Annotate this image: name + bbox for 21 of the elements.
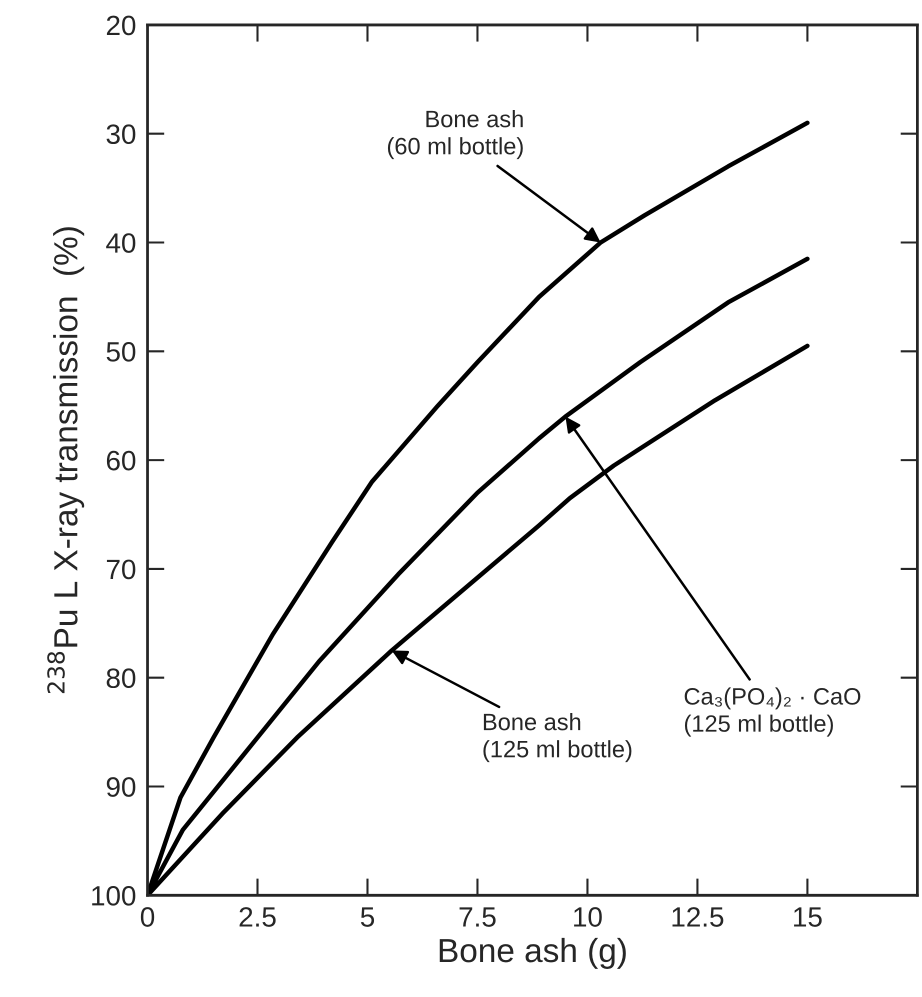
x-tick-label: 0	[140, 907, 154, 927]
y-tick-label: 100	[92, 886, 136, 906]
y-tick-label: 30	[106, 124, 136, 144]
y-axis-title: $^{238}$Pu L X-ray transmission (%)	[47, 227, 84, 694]
annotation: Bone ash (125 ml bottle)	[483, 713, 632, 762]
y-tick-label: 20	[106, 16, 136, 36]
annotation: Ca₃(PO₄)₂ · CaO (125 ml bottle)	[684, 687, 860, 737]
x-tick-label: 5	[360, 907, 374, 927]
x-tick-label: 7.5	[460, 907, 496, 927]
y-tick-label: 90	[106, 777, 136, 797]
x-tick-label: 12.5	[672, 907, 724, 927]
annotation: Bone ash (60 ml bottle)	[388, 110, 523, 160]
x-tick-label: 10	[574, 907, 602, 927]
x-axis-title: Bone ash (g)	[440, 938, 626, 969]
y-tick-label: 70	[106, 560, 136, 580]
y-tick-label: 80	[106, 668, 136, 688]
y-tick-label: 50	[106, 342, 136, 362]
y-tick-label: 60	[106, 450, 136, 470]
y-tick-label: 40	[106, 233, 136, 253]
x-tick-label: 2.5	[240, 907, 276, 927]
x-tick-label: 15	[794, 907, 822, 927]
